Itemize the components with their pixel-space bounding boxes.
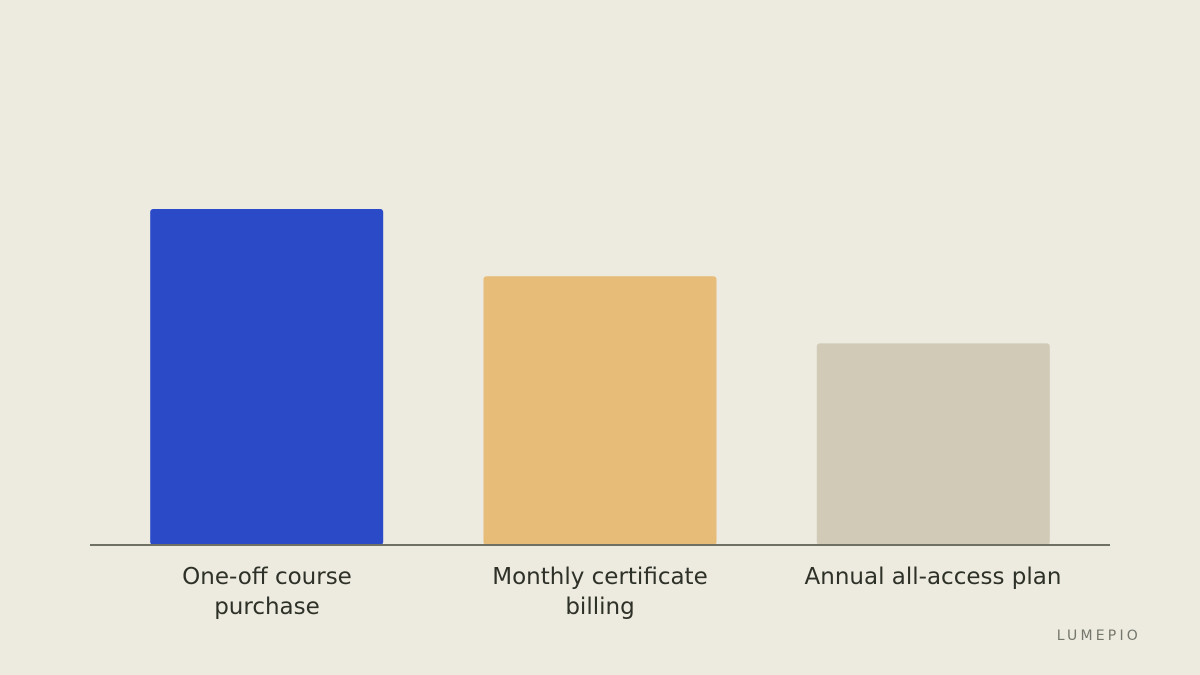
bar xyxy=(150,209,384,545)
bar xyxy=(816,343,1050,545)
category-label: Annual all-access plan xyxy=(804,564,1062,590)
brand-logo-text: LUMEPIO xyxy=(1056,628,1141,644)
category-label: One-off course purchase xyxy=(182,564,352,620)
bars-group xyxy=(150,209,1050,545)
category-label: Monthly certificate billing xyxy=(492,564,708,620)
bar xyxy=(483,276,717,545)
